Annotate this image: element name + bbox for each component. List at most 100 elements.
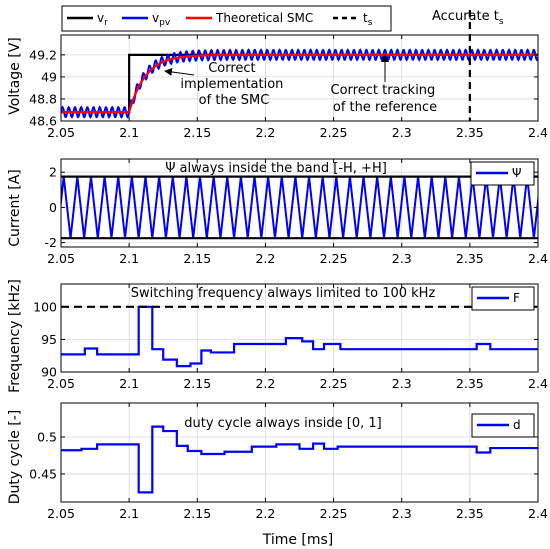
panel3-xtick-label: 2.2: [255, 376, 275, 391]
panel2-data: [61, 175, 538, 240]
legend-ts-sub: s: [368, 18, 373, 28]
panel2-background: [61, 159, 538, 247]
smc-annotation-line2: implementation: [180, 77, 283, 92]
legend-vpv-sub: pv: [159, 18, 171, 28]
panel2-xtick-label: 2.4: [528, 251, 548, 266]
panel1-xtick-label: 2.4: [528, 125, 548, 140]
panel2-xtick-label: 2.25: [320, 251, 348, 266]
panel1-ytick-label: 49: [41, 69, 57, 84]
panel1-background: [61, 35, 538, 121]
panel3-data: [61, 305, 538, 368]
legend-f-label: F: [513, 291, 520, 305]
panel4-series-d: [61, 425, 538, 494]
panel4-xtick-label: 2.2: [255, 506, 275, 521]
panel4-axes-box: [60, 402, 539, 503]
panel2-ytick-label: 0: [49, 200, 57, 215]
panel1-xtick-label: 2.35: [456, 125, 484, 140]
panel3-xtick-label: 2.25: [320, 376, 348, 391]
panel3-annotation: Switching frequency always limited to 10…: [131, 286, 436, 301]
panel2-ytick-label: 2: [49, 165, 57, 180]
xlabel: Time [ms]: [262, 532, 334, 548]
panel2-xtick-label: 2.1: [119, 251, 139, 266]
panel1-xtick-label: 2.2: [255, 125, 275, 140]
panel4-xtick-label: 2.05: [47, 506, 75, 521]
legend-smc-label: Theoretical SMC: [215, 11, 313, 25]
legend-ts-label: ts: [363, 11, 373, 28]
tracking-annotation: Correct tracking of the reference: [331, 83, 440, 115]
panel3-ytick-label: 100: [33, 299, 57, 314]
panel1-ytick-label: 48.6: [29, 114, 57, 129]
panel3-plot: 2.05 2.1 2.15 2.2 2.25 2.3 2.35 2.4 90 95 100: [33, 283, 548, 391]
panel3-xtick-label: 2.4: [528, 376, 548, 391]
panel1-ylabel: Voltage [V]: [7, 37, 23, 114]
panel1-ytick-label: 49.2: [29, 47, 57, 62]
panel3-legend: F: [471, 286, 535, 311]
panel2-axes-box: [60, 158, 539, 248]
accurate-ts-text: Accurate t: [432, 9, 499, 24]
accurate-ts-sub: s: [499, 17, 504, 27]
panel3-ytick-label: 95: [41, 332, 57, 347]
panel2-ytick-label: -2: [45, 235, 57, 250]
legend-ts-name: t: [363, 11, 368, 25]
panel3-xtick-label: 2.05: [47, 376, 75, 391]
panel3-series-F: [61, 305, 538, 368]
panel4-legend: d: [471, 413, 535, 438]
panel4-plot: 2.05 2.1 2.15 2.2 2.25 2.3 2.35 2.4 0.45 0.5: [29, 402, 548, 521]
panel2-xtick-label: 2.15: [183, 251, 211, 266]
panel4-background: [61, 403, 538, 502]
panel1-xtick-label: 2.15: [183, 125, 211, 140]
panel2-annotation: Ψ always inside the band [-H, +H]: [165, 161, 387, 176]
smc-annotation-line1: Correct: [208, 61, 255, 76]
panel3-background: [61, 284, 538, 372]
panel3-xtick-label: 2.35: [456, 376, 484, 391]
panel1-series-vpv: [61, 48, 538, 119]
panel3-axes-box: [60, 283, 539, 373]
panel3-xtick-label: 2.1: [119, 376, 139, 391]
panel1-xtick-label: 2.1: [119, 125, 139, 140]
panel4-xtick-label: 2.25: [320, 506, 348, 521]
legend-vr-sub: r: [104, 18, 108, 28]
panel4-annotation: duty cycle always inside [0, 1]: [184, 416, 382, 431]
smc-annotation: Correct implementation of the SMC: [180, 61, 287, 108]
legend-d-label: d: [513, 418, 521, 432]
panel3-xtick-label: 2.15: [183, 376, 211, 391]
panel1-ytick-label: 48.8: [29, 91, 57, 106]
panel2-xtick-label: 2.2: [255, 251, 275, 266]
panel2-plot: 2.05 2.1 2.15 2.2 2.25 2.3 2.35 2.4 -2 0 2: [45, 158, 548, 266]
panel3-ylabel: Frequency [kHz]: [7, 279, 23, 393]
panel1-legend: vr vpv Theoretical SMC ts: [61, 5, 392, 32]
panel1-xtick-label: 2.05: [47, 125, 75, 140]
legend-vpv-name: v: [152, 11, 159, 25]
panel2-xtick-label: 2.05: [47, 251, 75, 266]
panel1-axes-box: [60, 34, 539, 122]
panel1-xtick-label: 2.25: [320, 125, 348, 140]
smc-annotation-arrow: [164, 67, 195, 76]
tracking-annotation-line2: of the reference: [333, 100, 437, 115]
panel4-ytick-label: 0.5: [37, 429, 57, 444]
panel1-series-Theoretical-SMC: [61, 53, 538, 114]
panel2-ylabel: Current [A]: [7, 169, 23, 247]
panel4-xtick-label: 2.4: [528, 506, 548, 521]
panel1-plot: 2.05 2.1 2.15 2.2 2.25 2.3 2.35 2.4 48.6 48.8 49 49…: [29, 10, 548, 140]
legend-psi-label: Ψ: [512, 166, 521, 180]
panel2-xtick-label: 2.3: [392, 251, 412, 266]
tracking-annotation-line1: Correct tracking: [331, 83, 436, 98]
panel3-ytick-label: 90: [41, 365, 57, 380]
panel2-xtick-label: 2.35: [456, 251, 484, 266]
panel4-xtick-label: 2.1: [119, 506, 139, 521]
panel4-xtick-label: 2.15: [183, 506, 211, 521]
panel4-ytick-label: 0.45: [29, 466, 57, 481]
panel2-legend: Ψ: [470, 161, 535, 186]
accurate-ts-annotation: Accurate ts: [432, 9, 504, 27]
panel4-xtick-label: 2.3: [392, 506, 412, 521]
panel4-ylabel: Duty cycle [-]: [7, 410, 23, 505]
panel4-xtick-label: 2.35: [456, 506, 484, 521]
panel1-data: [61, 48, 538, 119]
panel4-data: [61, 425, 538, 494]
panel3-xtick-label: 2.3: [392, 376, 412, 391]
legend-vpv-label: vpv: [152, 11, 171, 28]
legend-vr-label: vr: [97, 11, 108, 28]
smc-annotation-line3: of the SMC: [199, 93, 270, 108]
legend-vr-name: v: [97, 11, 104, 25]
